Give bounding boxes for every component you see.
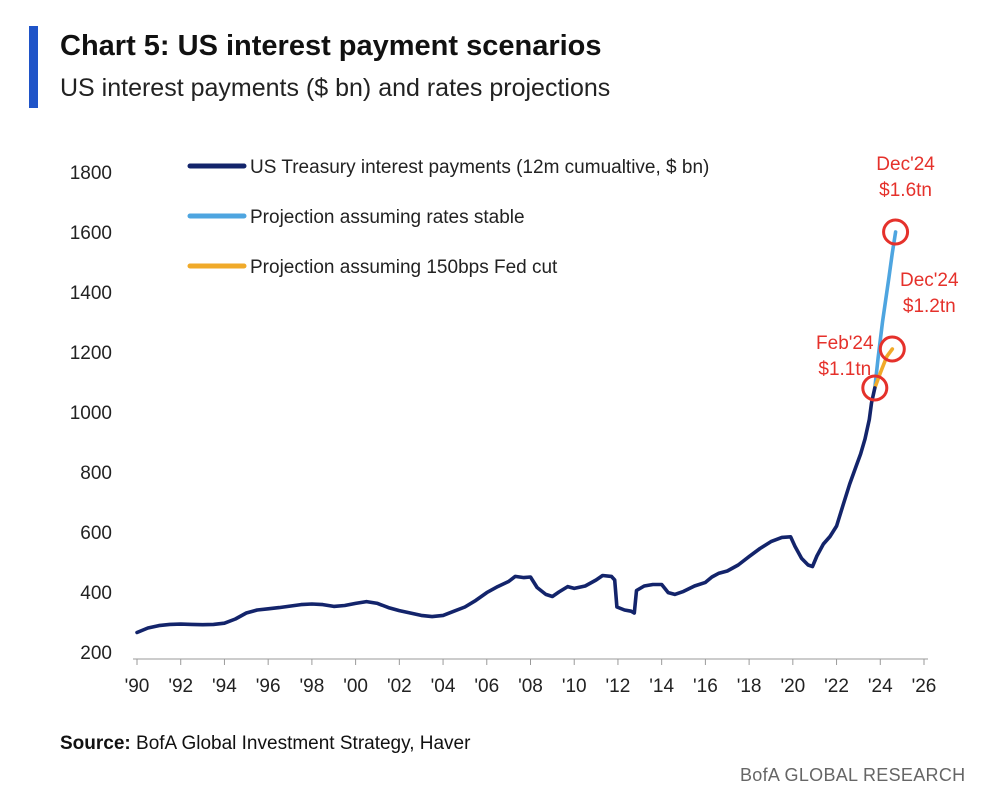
y-tick-label: 1400 [70, 283, 112, 304]
series-line-rates-stable [873, 230, 898, 390]
x-tick-label: '00 [343, 676, 368, 697]
series-line-actual [135, 386, 877, 635]
source-label: Source: [60, 733, 131, 754]
source-text: BofA Global Investment Strategy, Haver [136, 733, 471, 754]
y-tick-label: 1000 [70, 403, 112, 424]
x-tick-label: '10 [562, 676, 587, 697]
x-tick-label: '16 [693, 676, 718, 697]
annotation-circle [878, 335, 906, 363]
x-tick-label: '26 [912, 676, 937, 697]
y-tick-label: 600 [80, 523, 112, 544]
chart-title: Chart 5: US interest payment scenarios [60, 30, 602, 62]
annotation-label-date: Dec'24 [900, 270, 959, 291]
x-tick-label: '96 [256, 676, 281, 697]
x-tick-label: '14 [649, 676, 674, 697]
x-tick-label: '90 [125, 676, 150, 697]
series-line-fed-cut [873, 347, 895, 390]
annotation-label-date: Dec'24 [876, 154, 935, 175]
y-tick-label: 800 [80, 463, 112, 484]
brand-label: BofA GLOBAL RESEARCH [740, 765, 966, 785]
source-note: Source: BofA Global Investment Strategy,… [60, 733, 470, 755]
x-tick-label: '06 [474, 676, 499, 697]
y-tick-label: 1600 [70, 223, 112, 244]
accent-bar [29, 26, 38, 108]
y-tick-label: 1200 [70, 343, 112, 364]
annotation-label-value: $1.2tn [903, 296, 956, 317]
annotation-label-value: $1.1tn [818, 359, 871, 380]
annotation-circle [882, 218, 910, 246]
annotation-label-value: $1.6tn [879, 180, 932, 201]
y-tick-label: 1800 [70, 163, 112, 184]
x-tick-label: '18 [737, 676, 762, 697]
y-tick-label: 200 [80, 643, 112, 664]
x-tick-label: '08 [518, 676, 543, 697]
annotation-label-date: Feb'24 [816, 333, 874, 354]
legend-item-actual-label: US Treasury interest payments (12m cumua… [250, 157, 709, 178]
legend-item-rates-stable-label: Projection assuming rates stable [250, 207, 525, 228]
x-tick-label: '12 [606, 676, 631, 697]
x-tick-label: '92 [168, 676, 193, 697]
x-tick-label: '20 [780, 676, 805, 697]
x-tick-label: '22 [824, 676, 849, 697]
x-tick-label: '24 [868, 676, 893, 697]
legend-item-fed-cut-label: Projection assuming 150bps Fed cut [250, 257, 558, 278]
x-tick-label: '02 [387, 676, 412, 697]
x-tick-label: '04 [431, 676, 456, 697]
x-tick-label: '98 [300, 676, 325, 697]
chart-subtitle: US interest payments ($ bn) and rates pr… [60, 74, 611, 102]
annotation-circle [861, 374, 889, 402]
y-tick-label: 400 [80, 583, 112, 604]
x-tick-label: '94 [212, 676, 237, 697]
